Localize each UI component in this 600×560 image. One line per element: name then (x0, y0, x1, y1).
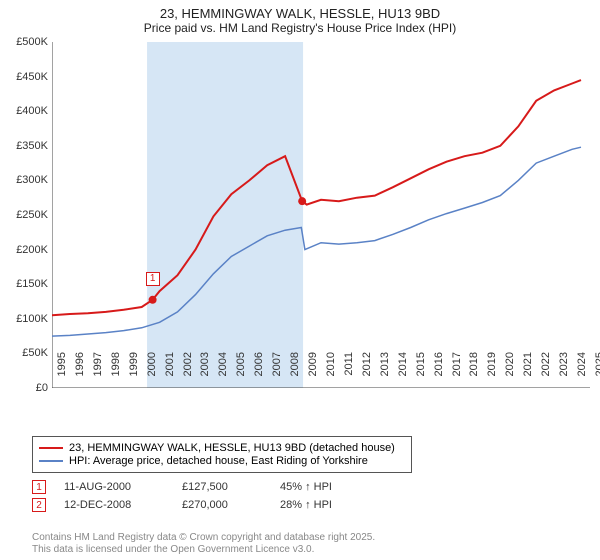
y-tick-label: £100K (16, 313, 48, 325)
title-subtitle: Price paid vs. HM Land Registry's House … (0, 21, 600, 35)
x-tick-label: 2015 (415, 352, 427, 392)
y-tick-label: £0 (36, 382, 48, 394)
y-tick-label: £250K (16, 209, 48, 221)
x-tick-label: 2024 (576, 352, 588, 392)
x-tick-label: 2001 (164, 352, 176, 392)
chart-svg (52, 42, 590, 388)
x-tick-label: 2003 (199, 352, 211, 392)
sale-date: 12-DEC-2008 (64, 499, 164, 511)
x-tick-label: 2022 (540, 352, 552, 392)
x-tick-label: 1995 (56, 352, 68, 392)
legend-label: HPI: Average price, detached house, East… (69, 455, 368, 467)
y-tick-label: £350K (16, 140, 48, 152)
y-tick-label: £200K (16, 244, 48, 256)
y-tick-label: £150K (16, 278, 48, 290)
legend-swatch (39, 460, 63, 462)
y-tick-label: £500K (16, 36, 48, 48)
legend: 23, HEMMINGWAY WALK, HESSLE, HU13 9BD (d… (32, 436, 412, 473)
attribution-line2: This data is licensed under the Open Gov… (32, 544, 375, 556)
x-tick-label: 2014 (397, 352, 409, 392)
sale-row: 1 11-AUG-2000 £127,500 45% ↑ HPI (32, 480, 332, 494)
legend-row: 23, HEMMINGWAY WALK, HESSLE, HU13 9BD (d… (39, 442, 405, 454)
x-tick-label: 1999 (128, 352, 140, 392)
x-tick-label: 2000 (146, 352, 158, 392)
x-tick-label: 2010 (325, 352, 337, 392)
x-tick-label: 2017 (451, 352, 463, 392)
y-tick-label: £450K (16, 71, 48, 83)
x-tick-label: 1998 (110, 352, 122, 392)
title-address: 23, HEMMINGWAY WALK, HESSLE, HU13 9BD (0, 6, 600, 21)
sale-delta: 45% ↑ HPI (280, 481, 332, 493)
x-tick-label: 2013 (379, 352, 391, 392)
x-tick-label: 2023 (558, 352, 570, 392)
attribution: Contains HM Land Registry data © Crown c… (32, 532, 375, 556)
sale-delta: 28% ↑ HPI (280, 499, 332, 511)
legend-row: HPI: Average price, detached house, East… (39, 455, 405, 467)
x-tick-label: 2007 (271, 352, 283, 392)
sale-row-marker: 1 (32, 480, 46, 494)
sales-table: 1 11-AUG-2000 £127,500 45% ↑ HPI 2 12-DE… (32, 480, 332, 516)
x-tick-label: 2016 (433, 352, 445, 392)
title-block: 23, HEMMINGWAY WALK, HESSLE, HU13 9BD Pr… (0, 0, 600, 39)
x-tick-label: 2011 (343, 352, 355, 392)
y-tick-label: £300K (16, 174, 48, 186)
x-tick-label: 2025 (594, 352, 600, 392)
sale-row: 2 12-DEC-2008 £270,000 28% ↑ HPI (32, 498, 332, 512)
y-tick-label: £50K (22, 347, 48, 359)
x-tick-label: 2021 (522, 352, 534, 392)
x-tick-label: 2009 (307, 352, 319, 392)
x-tick-label: 2012 (361, 352, 373, 392)
sale-marker-1: 1 (146, 272, 160, 286)
x-tick-label: 1996 (74, 352, 86, 392)
x-tick-label: 2020 (504, 352, 516, 392)
x-tick-label: 1997 (92, 352, 104, 392)
chart-area: £0£50K£100K£150K£200K£250K£300K£350K£400… (52, 42, 590, 388)
legend-swatch (39, 447, 63, 449)
x-tick-label: 2002 (182, 352, 194, 392)
chart-container: 23, HEMMINGWAY WALK, HESSLE, HU13 9BD Pr… (0, 0, 600, 560)
x-tick-label: 2006 (253, 352, 265, 392)
sale-row-marker: 2 (32, 498, 46, 512)
x-tick-label: 2004 (217, 352, 229, 392)
x-tick-label: 2008 (289, 352, 301, 392)
x-tick-label: 2005 (235, 352, 247, 392)
sale-date: 11-AUG-2000 (64, 481, 164, 493)
y-tick-label: £400K (16, 105, 48, 117)
sale-price: £127,500 (182, 481, 262, 493)
x-tick-label: 2019 (486, 352, 498, 392)
x-tick-label: 2018 (468, 352, 480, 392)
attribution-line1: Contains HM Land Registry data © Crown c… (32, 532, 375, 544)
sale-price: £270,000 (182, 499, 262, 511)
legend-label: 23, HEMMINGWAY WALK, HESSLE, HU13 9BD (d… (69, 442, 395, 454)
